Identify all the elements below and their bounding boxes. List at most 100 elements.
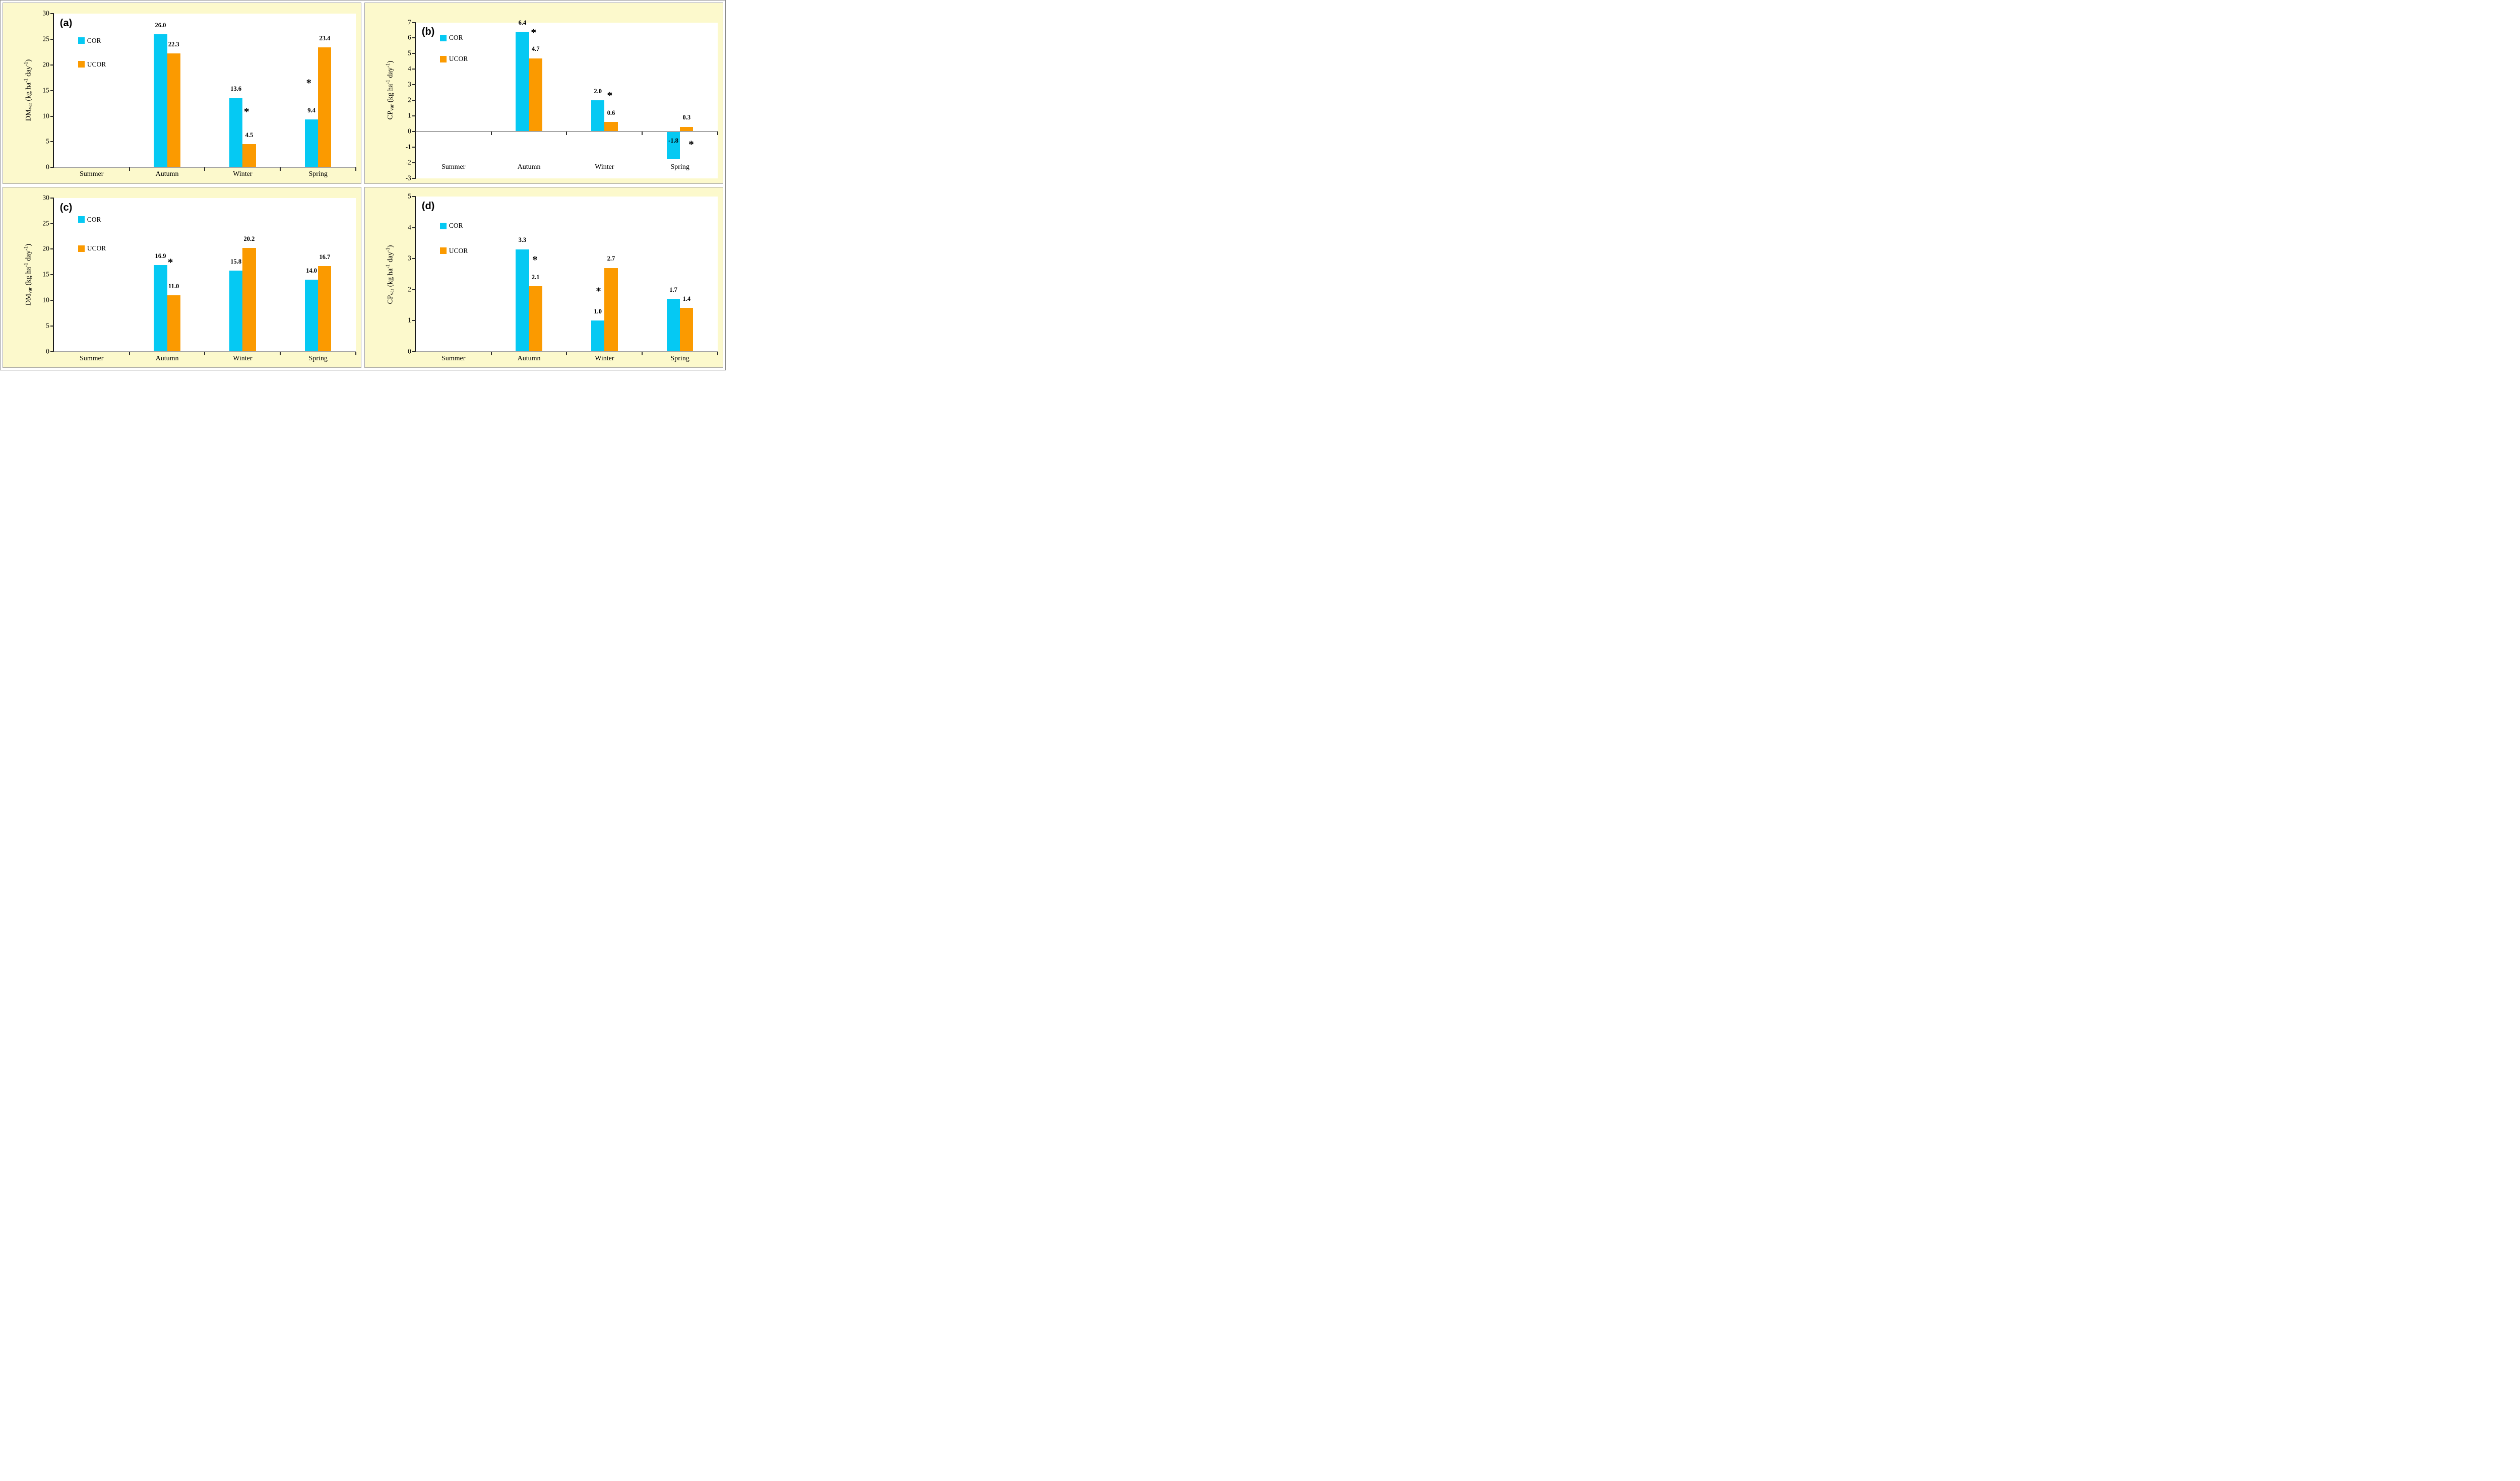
bar-cor-spring [304, 119, 319, 168]
y-tick-label: -3 [405, 174, 411, 182]
bar-ucor-spring [680, 126, 694, 132]
bar-ucor-winter [604, 122, 618, 132]
category-label-autumn: Autumn [155, 354, 179, 362]
y-axis-title-unit: day [386, 68, 395, 80]
y-tick-label: 15 [42, 86, 49, 94]
y-tick-mark [50, 274, 54, 276]
bar-cor-autumn [154, 265, 167, 352]
y-tick-label: 5 [46, 321, 49, 330]
y-tick-mark [50, 325, 54, 327]
y-tick-mark [412, 289, 416, 290]
y-tick-label: 30 [42, 194, 49, 202]
y-axis-title-unit: ) [24, 243, 33, 246]
significance-asterisk: * [688, 138, 694, 151]
y-axis-title-unit: day [24, 66, 33, 79]
y-tick-mark [50, 13, 54, 15]
y-tick-label: -1 [405, 143, 411, 151]
cor-legend-swatch-icon [439, 34, 447, 41]
bar-value-label: 16.7 [319, 253, 331, 261]
category-label-spring: Spring [308, 170, 328, 178]
y-tick-mark [50, 300, 54, 301]
significance-asterisk: * [167, 256, 173, 269]
category-boundary-tick [490, 131, 492, 135]
bar-ucor-autumn [167, 53, 180, 168]
bar-ucor-winter [242, 144, 256, 168]
y-tick-label: 3 [408, 80, 411, 88]
ucor-legend-swatch-icon [78, 61, 85, 68]
y-tick-mark [50, 223, 54, 224]
bar-value-label: 13.6 [230, 85, 242, 92]
category-label-summer: Summer [79, 170, 104, 178]
panel-a: DMvar (kg ha-1 day-1) (a) COR UCOR 26.0 1… [3, 3, 361, 184]
legend-label: UCOR [449, 55, 468, 63]
y-axis-title-unit: day [386, 251, 395, 265]
bar-ucor-autumn [167, 295, 180, 352]
category-boundary-tick [355, 167, 357, 171]
y-axis-title-superscript: -1 [385, 247, 391, 252]
category-boundary-tick [204, 167, 206, 171]
y-tick-label: 5 [46, 137, 49, 145]
category-boundary-tick [717, 131, 719, 135]
plot-area: (d) COR UCOR 3.3 1.0 1.7 2.1 2.7 1.4 0 1 2 3 4 5 Sum… [408, 192, 719, 362]
y-axis-title: CPvar (kg ha-1 day-1) [385, 245, 395, 304]
y-tick-mark [50, 64, 54, 66]
y-tick-label: 5 [408, 192, 411, 200]
y-tick-label: 5 [408, 49, 411, 57]
category-label-winter: Winter [595, 354, 614, 362]
bar-value-label: 22.3 [168, 40, 179, 48]
category-label-spring: Spring [308, 354, 328, 362]
y-tick-label: 0 [46, 347, 49, 355]
y-axis-title-unit: day [24, 250, 33, 263]
y-axis-title-unit: ) [386, 245, 395, 248]
category-label-summer: Summer [79, 354, 104, 362]
significance-asterisk: * [243, 105, 249, 118]
bar-value-label: 4.5 [245, 132, 254, 139]
y-axis-title-subscript: var [27, 103, 33, 110]
y-tick-mark [50, 248, 54, 250]
bar-value-label: 20.2 [243, 235, 255, 243]
significance-asterisk: * [596, 285, 601, 297]
bar-cor-autumn [516, 32, 529, 132]
legend-item-cor: COR [78, 37, 101, 45]
bar-cor-autumn [516, 249, 529, 352]
y-tick-mark [412, 177, 416, 179]
y-axis-title-text: DM [24, 109, 33, 121]
bar-ucor-spring [318, 47, 332, 168]
panel-letter: (d) [421, 200, 435, 212]
bar-value-label: 23.4 [319, 35, 331, 42]
y-tick-mark [412, 100, 416, 101]
y-tick-mark [412, 351, 416, 352]
category-label-summer: Summer [441, 354, 466, 362]
y-axis-title-text: CP [386, 111, 395, 120]
y-tick-mark [412, 320, 416, 321]
plot-area: (a) COR UCOR 26.0 13.6 9.4 22.3 4.5 23.4 0 5 10 1… [42, 10, 357, 178]
legend-item-cor: COR [78, 216, 101, 224]
bar-value-label: 1.7 [669, 286, 677, 293]
legend-label: UCOR [87, 60, 106, 68]
y-tick-mark [412, 22, 416, 23]
y-tick-label: 0 [408, 127, 411, 135]
y-tick-mark [50, 141, 54, 143]
significance-asterisk: * [531, 26, 536, 39]
y-tick-label: 30 [42, 10, 49, 18]
bar-value-label: 15.8 [230, 258, 242, 266]
category-boundary-tick [566, 351, 568, 355]
category-boundary-tick [490, 351, 492, 355]
bar-ucor-winter [242, 248, 256, 352]
y-tick-label: 3 [408, 254, 411, 262]
category-boundary-tick [280, 351, 281, 355]
y-axis-title-superscript: -1 [385, 264, 391, 269]
y-tick-label: 25 [42, 219, 49, 227]
y-tick-label: 10 [42, 112, 49, 120]
legend-item-cor: COR [439, 222, 463, 230]
y-tick-mark [50, 90, 54, 91]
significance-asterisk: * [607, 89, 613, 102]
y-axis-title: CPvar (kg ha-1 day-1) [385, 61, 395, 120]
y-tick-mark [412, 162, 416, 163]
category-boundary-tick [642, 351, 643, 355]
y-tick-mark [412, 37, 416, 39]
category-boundary-tick [642, 131, 643, 135]
category-label-autumn: Autumn [517, 163, 541, 171]
y-axis-title: DMvar (kg ha-1 day-1) [23, 244, 33, 306]
bar-value-label: 4.7 [531, 45, 540, 53]
